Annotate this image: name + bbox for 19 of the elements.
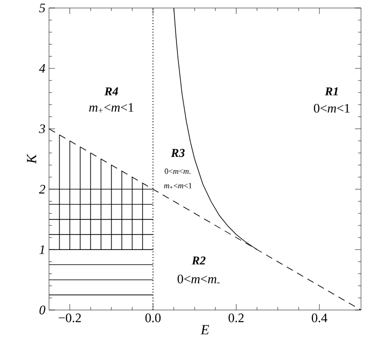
annotation: 0<m<1 [314,104,350,113]
y-tick-label: 4 [39,64,46,73]
annotation: R1 [324,87,338,96]
y-tick-label: 2 [39,184,46,194]
y-tick-label: 0 [40,306,46,314]
annotation: m$_{+}$<m<1 [89,103,134,113]
y-axis-title: K [27,154,36,164]
x-tick-label: 0.2 [228,314,244,322]
annotation: R3 [170,148,185,157]
y-tick-label: 1 [39,245,44,254]
x-tick-label: −0.2 [58,314,81,322]
x-axis-title: E [200,325,210,334]
y-tick-label: 5 [39,4,46,12]
annotation: R4 [104,87,118,96]
annotation: R2 [192,256,206,264]
x-tick-label: 0.0 [145,314,161,322]
x-tick-label: 0.4 [312,314,328,322]
annotation: 0<m<m$_{-}$ [178,274,220,284]
y-tick-label: 3 [38,124,46,134]
